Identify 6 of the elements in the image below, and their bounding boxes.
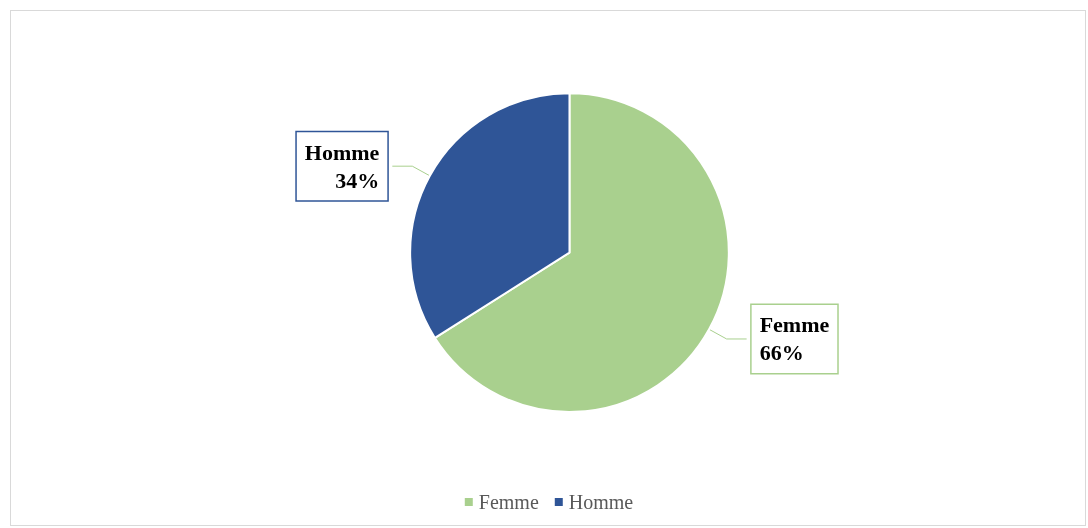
slice-label: Homme xyxy=(304,139,380,165)
slice-label: Femme xyxy=(759,312,830,338)
data-label: 66% xyxy=(759,340,804,366)
legend-label: Femme xyxy=(478,491,539,513)
legend-label: Homme xyxy=(568,491,634,513)
data-label: 34% xyxy=(335,167,380,193)
